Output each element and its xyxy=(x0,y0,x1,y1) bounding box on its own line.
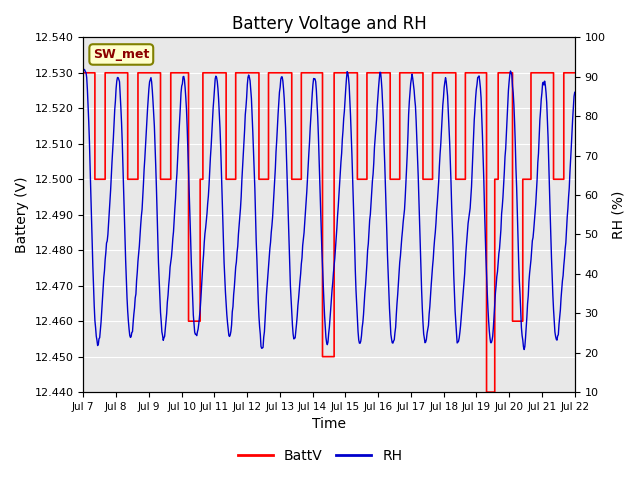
Text: SW_met: SW_met xyxy=(93,48,150,61)
Y-axis label: Battery (V): Battery (V) xyxy=(15,177,29,253)
Title: Battery Voltage and RH: Battery Voltage and RH xyxy=(232,15,426,33)
Y-axis label: RH (%): RH (%) xyxy=(611,191,625,239)
X-axis label: Time: Time xyxy=(312,418,346,432)
Legend: BattV, RH: BattV, RH xyxy=(232,443,408,468)
